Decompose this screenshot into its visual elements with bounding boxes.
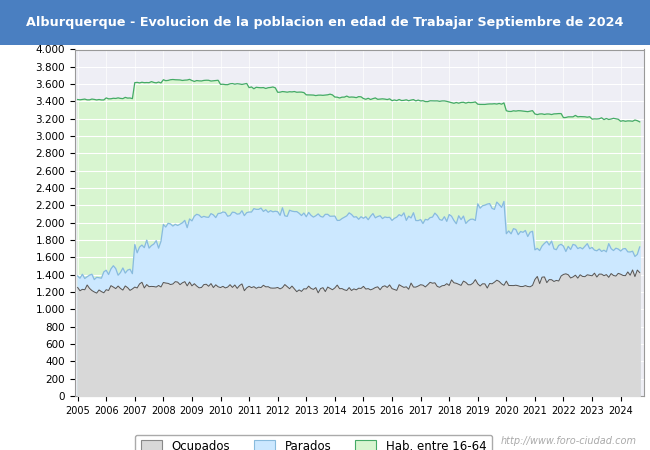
Legend: Ocupados, Parados, Hab. entre 16-64: Ocupados, Parados, Hab. entre 16-64 bbox=[135, 435, 492, 450]
Text: http://www.foro-ciudad.com: http://www.foro-ciudad.com bbox=[501, 436, 637, 446]
Text: Alburquerque - Evolucion de la poblacion en edad de Trabajar Septiembre de 2024: Alburquerque - Evolucion de la poblacion… bbox=[26, 16, 624, 29]
